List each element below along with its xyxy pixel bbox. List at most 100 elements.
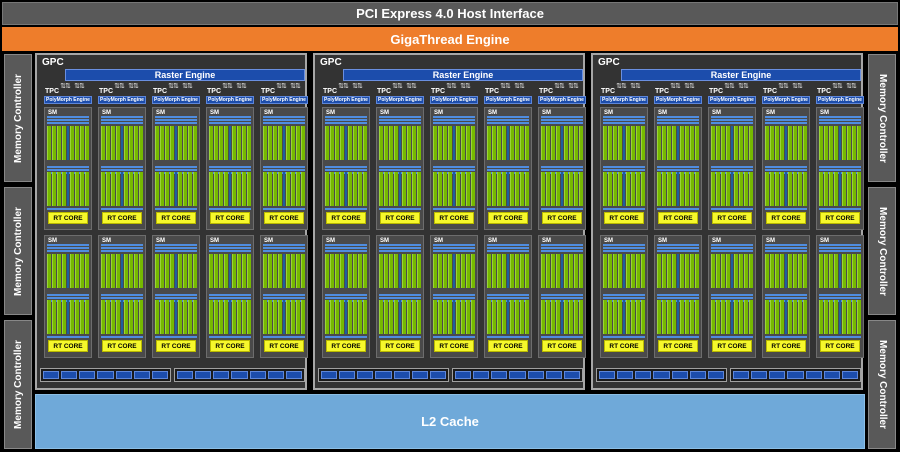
cuda-core — [379, 300, 383, 334]
cuda-core — [224, 300, 228, 334]
cuda-core — [57, 300, 61, 334]
register-divider — [453, 300, 455, 334]
cuda-core — [268, 126, 272, 160]
cache-stripe — [711, 166, 753, 168]
cache-stripe — [603, 336, 645, 338]
cuda-core — [471, 126, 475, 160]
cache-stripe — [433, 294, 475, 296]
rt-core: RT CORE — [488, 212, 528, 224]
cache-stripe — [101, 297, 143, 299]
cuda-core — [716, 172, 720, 206]
cuda-core — [824, 126, 828, 160]
tpc-block: TPC PolyMorph Engine SM RT CORE SM RT CORE — [376, 88, 424, 360]
cache-stripe — [487, 247, 529, 249]
sm-label: SM — [48, 238, 57, 244]
memory-controller-left-3: Memory Controller — [4, 320, 32, 449]
tpc-label: TPC — [153, 88, 167, 95]
cuda-core — [803, 126, 807, 160]
cuda-core — [183, 254, 187, 288]
cuda-core — [335, 254, 339, 288]
bus-segment — [115, 371, 132, 379]
register-divider — [507, 172, 509, 206]
rt-core: RT CORE — [326, 212, 366, 224]
arrow-icon: ⇅⇅ — [724, 83, 735, 90]
cuda-core — [603, 172, 607, 206]
cuda-core — [219, 126, 223, 160]
cuda-core — [525, 126, 529, 160]
cuda-core — [492, 126, 496, 160]
cuda-core — [407, 300, 411, 334]
arrow-icon: ⇅⇅ — [670, 83, 681, 90]
cache-stripe — [433, 122, 475, 124]
cuda-core — [510, 172, 514, 206]
bus-segment — [545, 371, 562, 379]
bus-segment — [689, 371, 706, 379]
cache-stripe — [47, 250, 89, 252]
cuda-core-array — [711, 254, 753, 288]
tpc-block: TPC PolyMorph Engine SM RT CORE SM RT CORE — [816, 88, 864, 360]
cache-stripe — [541, 250, 583, 252]
sm-block: SM RT CORE — [260, 235, 308, 358]
cuda-core — [75, 254, 79, 288]
cache-stripe — [155, 297, 197, 299]
cuda-core — [631, 126, 635, 160]
cache-stripe — [209, 250, 251, 252]
cuda-core — [85, 126, 89, 160]
cuda-core — [353, 172, 357, 206]
cuda-core — [170, 300, 174, 334]
rt-core: RT CORE — [658, 340, 698, 352]
cuda-core — [389, 172, 393, 206]
rt-core: RT CORE — [264, 212, 304, 224]
cuda-core — [788, 254, 792, 288]
cuda-core — [657, 126, 661, 160]
cuda-core-array — [433, 126, 475, 160]
cuda-core-array — [263, 254, 305, 288]
cuda-core — [471, 300, 475, 334]
sm-block: SM RT CORE — [538, 107, 586, 230]
cuda-core — [389, 254, 393, 288]
cuda-core — [52, 126, 56, 160]
cuda-core-array — [819, 172, 861, 206]
cache-stripe — [765, 247, 807, 249]
cuda-core — [618, 126, 622, 160]
cuda-core — [247, 300, 251, 334]
cuda-core — [636, 172, 640, 206]
cache-stripe — [209, 294, 251, 296]
cuda-core — [819, 300, 823, 334]
register-divider — [399, 126, 401, 160]
polymorph-engine: PolyMorph Engine — [260, 96, 308, 104]
bus-segment — [707, 371, 724, 379]
bus-segment — [733, 371, 750, 379]
cuda-core — [466, 254, 470, 288]
sm-label: SM — [658, 238, 667, 244]
register-divider — [345, 172, 347, 206]
cuda-core — [263, 172, 267, 206]
cache-stripe — [657, 119, 699, 121]
cuda-core — [626, 254, 630, 288]
cuda-core-array — [155, 172, 197, 206]
gigathread-engine: GigaThread Engine — [2, 27, 898, 51]
cuda-core — [296, 172, 300, 206]
bus-segment — [133, 371, 150, 379]
cuda-core — [721, 126, 725, 160]
cuda-core — [188, 254, 192, 288]
cuda-core — [834, 300, 838, 334]
cache-stripe — [487, 166, 529, 168]
cache-stripe — [541, 208, 583, 210]
memory-controller-left-1: Memory Controller — [4, 54, 32, 182]
rt-core: RT CORE — [820, 340, 860, 352]
cuda-core — [734, 126, 738, 160]
cuda-core — [80, 300, 84, 334]
sm-label: SM — [542, 238, 551, 244]
cuda-core-array — [657, 254, 699, 288]
cuda-core — [515, 300, 519, 334]
arrow-icon: ⇅⇅ — [630, 83, 641, 90]
cache-stripe — [765, 244, 807, 246]
bus-segment — [393, 371, 410, 379]
cuda-core-array — [819, 126, 861, 160]
cache-stripe — [47, 247, 89, 249]
cuda-core — [160, 300, 164, 334]
cuda-core — [165, 254, 169, 288]
cuda-core — [564, 172, 568, 206]
cuda-core — [358, 126, 362, 160]
